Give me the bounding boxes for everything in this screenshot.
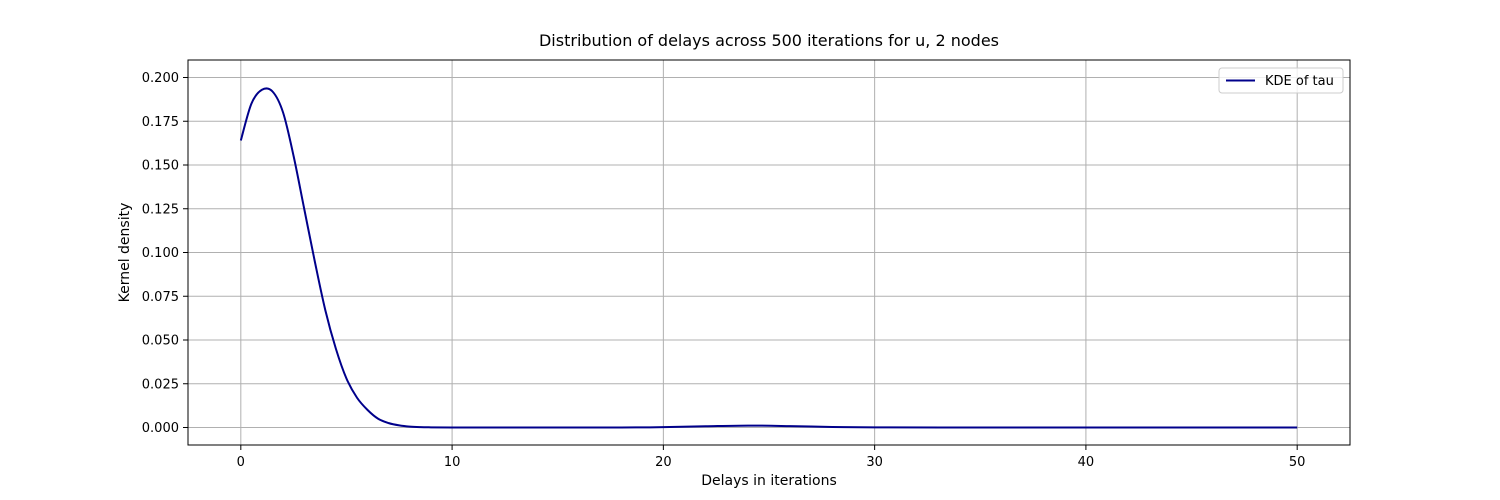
legend: KDE of tau (1218, 67, 1344, 94)
y-tick-label: 0.025 (142, 377, 179, 392)
x-tick-label: 40 (1078, 455, 1095, 470)
y-tick-label: 0.100 (142, 246, 179, 261)
y-tick-label: 0.075 (142, 290, 179, 305)
x-tick-label: 50 (1289, 455, 1306, 470)
x-tick-label: 30 (866, 455, 883, 470)
y-axis-title: Kernel density (117, 203, 133, 303)
y-tick-label: 0.200 (142, 71, 179, 86)
x-tick-label: 0 (237, 455, 245, 470)
legend-label: KDE of tau (1265, 74, 1334, 89)
grid (188, 60, 1350, 445)
x-tick-label: 20 (655, 455, 672, 470)
chart-title: Distribution of delays across 500 iterat… (539, 31, 999, 50)
series-line-kde (239, 87, 1298, 429)
y-tick-label: 0.175 (142, 115, 179, 130)
legend-box (1218, 67, 1344, 94)
y-tick-label: 0.150 (142, 159, 179, 174)
y-tick-label: 0.000 (142, 421, 179, 436)
y-tick-label: 0.050 (142, 334, 179, 349)
y-tick-label: 0.125 (142, 202, 179, 217)
x-axis-title: Delays in iterations (701, 473, 837, 489)
plot-lines (239, 87, 1298, 429)
x-tick-label: 10 (444, 455, 461, 470)
axis-ticks: 0 10 20 30 40 50 0.000 0.025 0.050 0.075 0.100 0.12… (142, 71, 1306, 470)
